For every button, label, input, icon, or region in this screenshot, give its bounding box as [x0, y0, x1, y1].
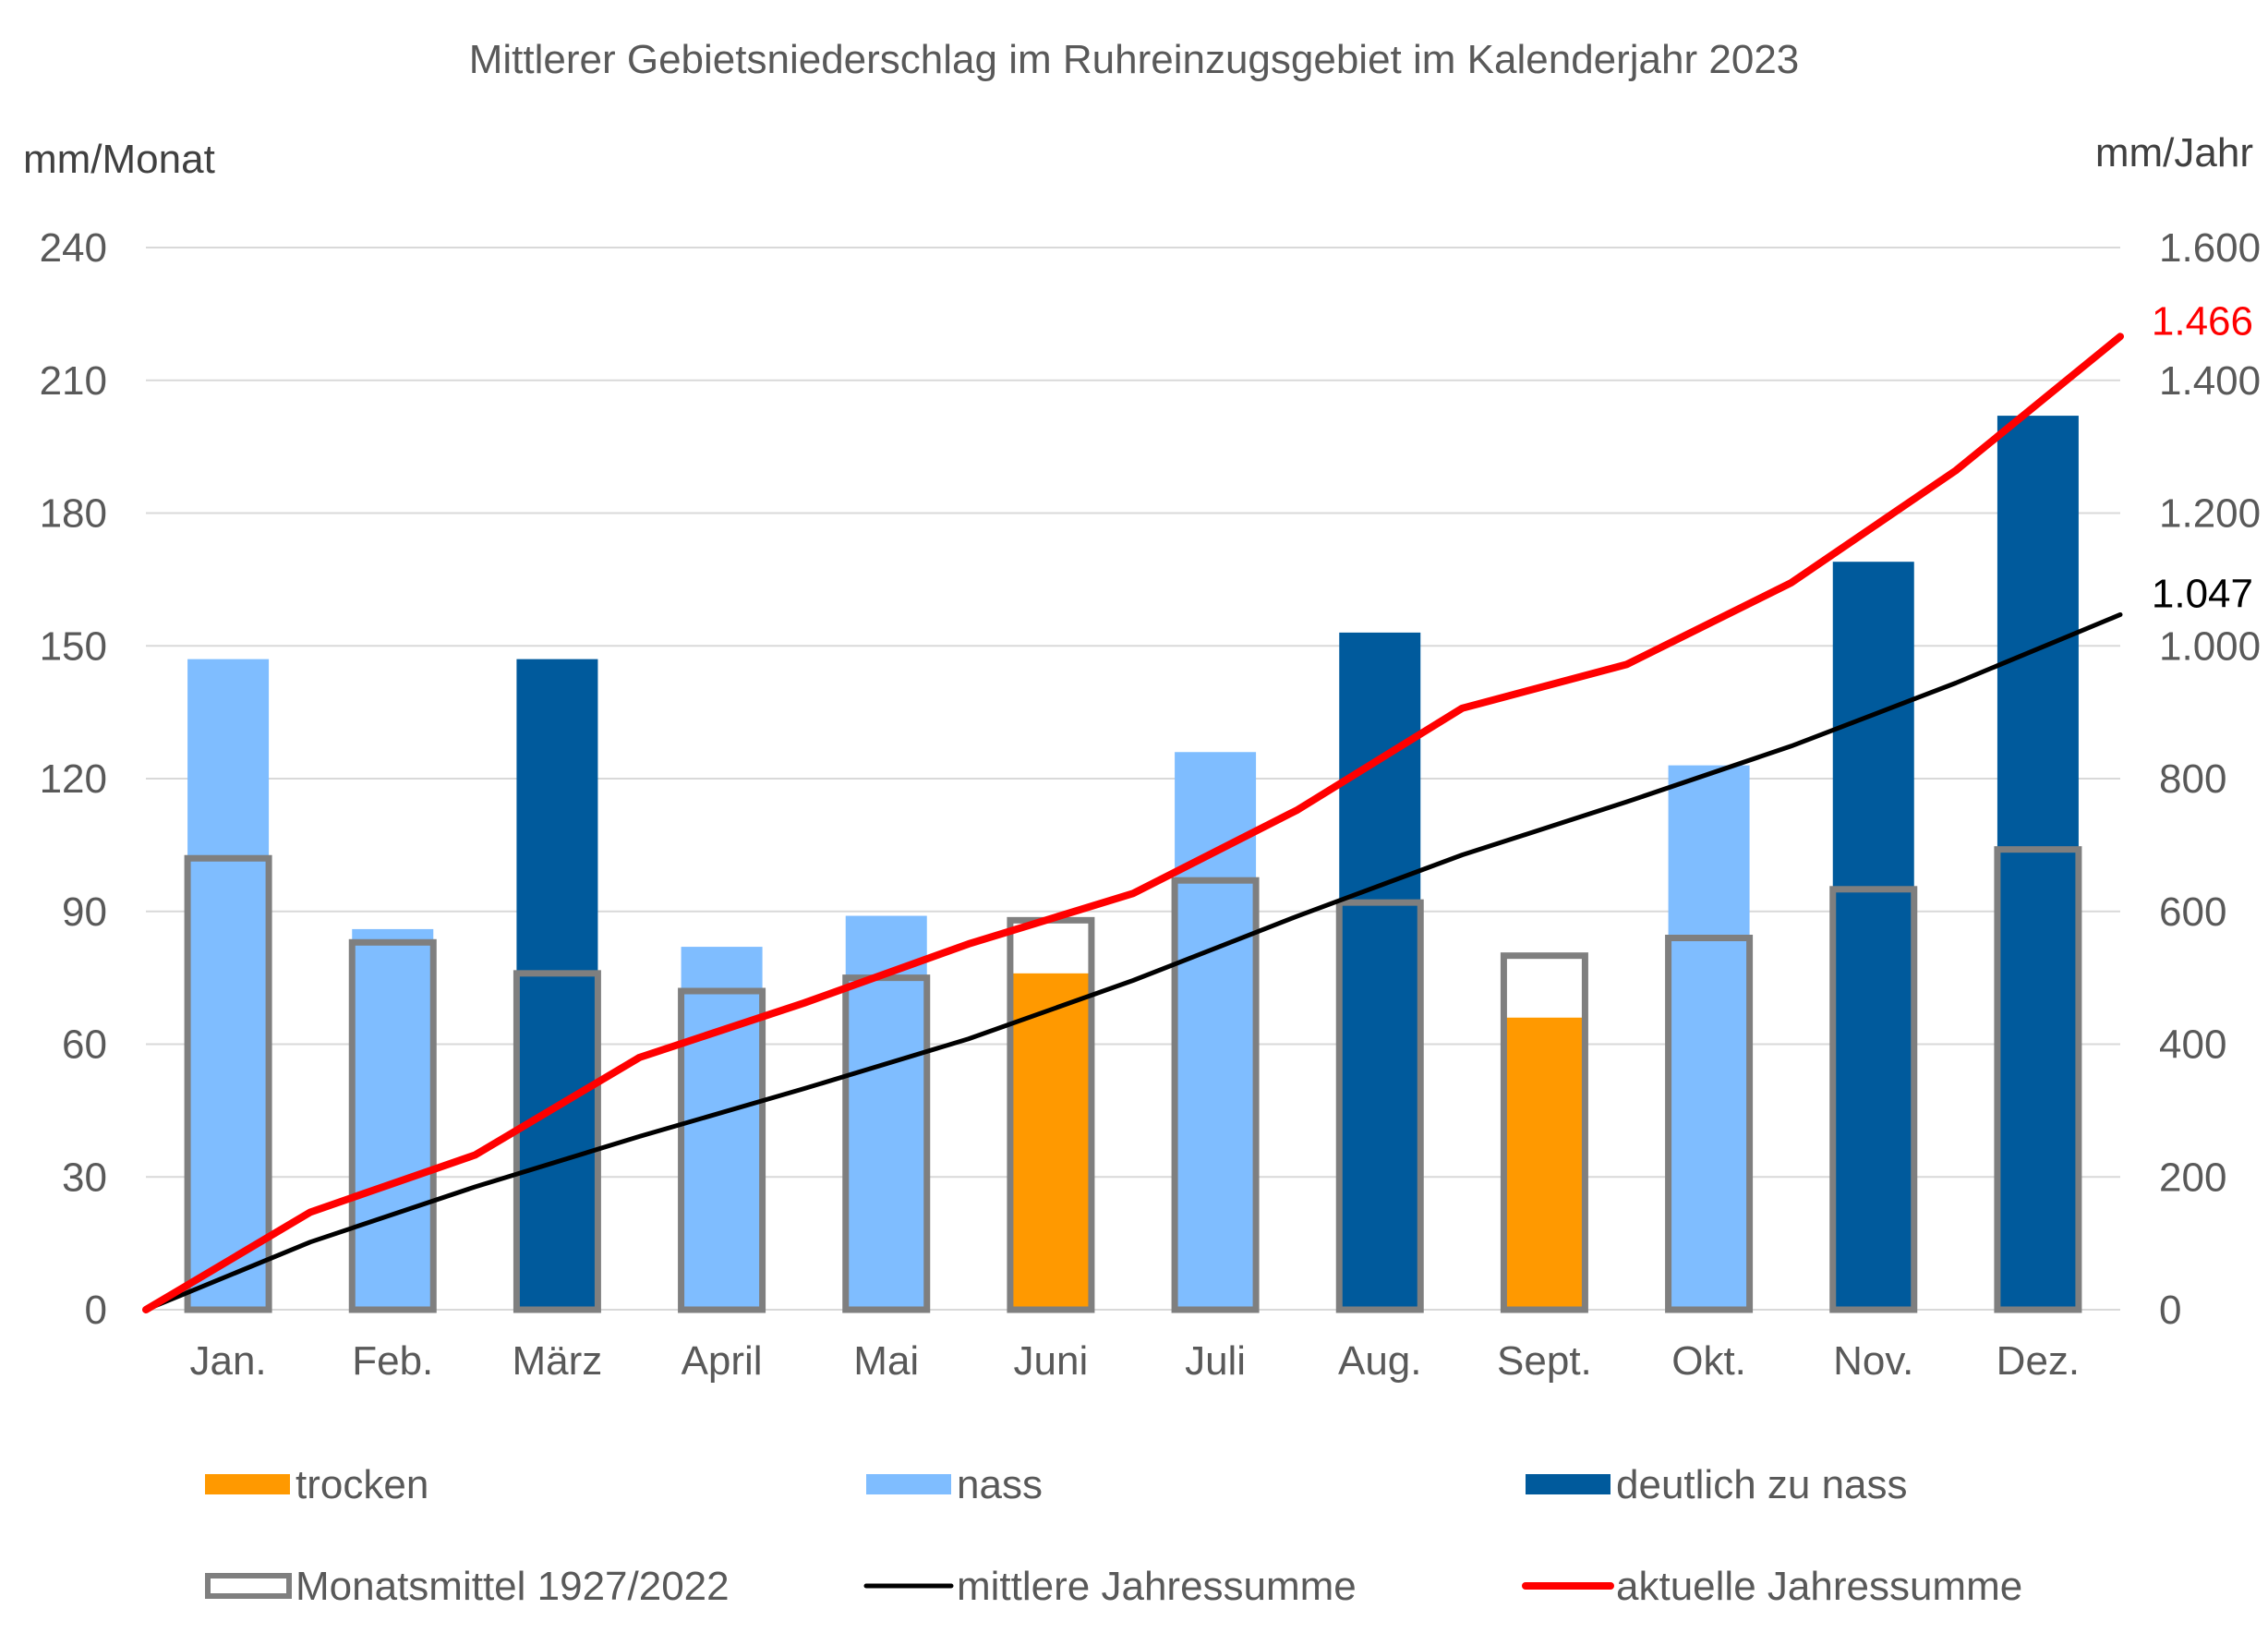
- precipitation-bar: [1668, 765, 1750, 1310]
- left-tick-label: 180: [40, 491, 107, 537]
- left-tick-label: 210: [40, 358, 107, 404]
- precipitation-bar: [1339, 632, 1421, 1310]
- precipitation-bar: [516, 659, 598, 1310]
- monthly-mean-outline: [842, 974, 931, 1313]
- month-label: Feb.: [352, 1338, 433, 1384]
- right-axis-ticks: 0 200 400 600 800 1.000 1.200 1.400 1.600: [2159, 225, 2261, 1333]
- legend-swatch: [1526, 1474, 1611, 1494]
- left-axis-unit: mm/Monat: [23, 137, 215, 182]
- month-label: Juli: [1185, 1338, 1246, 1384]
- monthly-mean-outline: [1171, 877, 1260, 1313]
- monthly-mean-outline: [513, 970, 601, 1313]
- left-tick-label: 240: [40, 225, 107, 271]
- left-tick-label: 120: [40, 756, 107, 802]
- monthly-bars: [187, 416, 2079, 1310]
- monthly-mean-outline: [1665, 935, 1754, 1313]
- right-tick-label: 1.400: [2159, 358, 2261, 404]
- monthly-mean-outline: [1500, 952, 1588, 1313]
- precipitation-bar: [352, 928, 434, 1310]
- right-tick-label: 1.200: [2159, 491, 2261, 537]
- right-tick-label: 200: [2159, 1155, 2226, 1200]
- precipitation-bar: [1175, 752, 1257, 1310]
- precipitation-bar: [1009, 973, 1092, 1310]
- right-tick-label: 600: [2159, 889, 2226, 935]
- aktuell-end-label: 1.466: [2152, 298, 2253, 344]
- left-tick-label: 30: [62, 1155, 107, 1200]
- legend-item: mittlere Jahressumme: [863, 1564, 1357, 1609]
- monthly-mean-outline: [1829, 886, 1918, 1313]
- month-labels: Jan. Feb. März April Mai Juni Juli Aug. Sept. Okt…: [189, 1338, 2080, 1384]
- legend-item: nass: [866, 1462, 1043, 1507]
- month-label: Jan.: [189, 1338, 266, 1384]
- monthly-mean-outline: [348, 938, 437, 1313]
- precipitation-bar: [681, 947, 763, 1310]
- monthly-mean-outline: [184, 854, 272, 1313]
- monthly-mean-outline: [1335, 899, 1424, 1313]
- legend-label: nass: [957, 1462, 1043, 1507]
- left-tick-label: 60: [62, 1022, 107, 1068]
- legend-item: deutlich zu nass: [1526, 1462, 1908, 1507]
- monthly-mean-outline: [678, 987, 766, 1313]
- legend-item: aktuelle Jahressumme: [1522, 1564, 2022, 1609]
- monthly-mean-outline: [1994, 846, 2082, 1313]
- mittlere-jahressumme-line: [143, 611, 2123, 1312]
- month-label: März: [513, 1338, 603, 1384]
- right-tick-label: 800: [2159, 756, 2226, 802]
- right-axis-unit: mm/Jahr: [2095, 130, 2253, 175]
- legend-swatch: [205, 1474, 290, 1494]
- legend-label: aktuelle Jahressumme: [1616, 1564, 2022, 1609]
- month-label: Nov.: [1833, 1338, 1913, 1384]
- end-value-labels: 1.466 1.047: [2152, 298, 2253, 616]
- right-tick-label: 1.600: [2159, 225, 2261, 271]
- right-tick-label: 400: [2159, 1022, 2226, 1068]
- chart-title: Mittlerer Gebietsniederschlag im Ruhrein…: [469, 37, 1800, 82]
- left-axis-ticks: 0 30 60 90 120 150 180 210 240: [40, 225, 107, 1333]
- mittel-end-label: 1.047: [2152, 571, 2253, 616]
- month-label: April: [682, 1338, 763, 1384]
- aktuelle-jahressumme-line: [142, 333, 2124, 1313]
- cumulative-lines: [142, 333, 2124, 1313]
- legend-label: deutlich zu nass: [1616, 1462, 1908, 1507]
- legend-item: Monatsmittel 1927/2022: [205, 1564, 730, 1609]
- monthly-mean-outlines: [184, 846, 2082, 1313]
- right-tick-label: 1.000: [2159, 623, 2261, 669]
- legend-label: Monatsmittel 1927/2022: [296, 1564, 730, 1609]
- right-tick-label: 0: [2159, 1288, 2181, 1333]
- month-label: Dez.: [1997, 1338, 2080, 1384]
- precipitation-bar: [1997, 416, 2079, 1310]
- precipitation-bar: [187, 659, 270, 1310]
- legend: trocken nass deutlich zu nass Monatsmittel …: [205, 1462, 2022, 1609]
- left-tick-label: 150: [40, 623, 107, 669]
- left-tick-label: 0: [85, 1288, 107, 1333]
- legend-label: mittlere Jahressumme: [957, 1564, 1357, 1609]
- left-tick-label: 90: [62, 889, 107, 935]
- legend-swatch: [205, 1573, 292, 1599]
- precipitation-bar: [1832, 562, 1914, 1310]
- month-label: Aug.: [1338, 1338, 1422, 1384]
- legend-swatch: [866, 1474, 951, 1494]
- legend-label: trocken: [296, 1462, 428, 1507]
- month-label: Okt.: [1671, 1338, 1746, 1384]
- month-label: Sept.: [1497, 1338, 1592, 1384]
- legend-item: trocken: [205, 1462, 428, 1507]
- gridlines: [146, 247, 2120, 1311]
- month-label: Mai: [853, 1338, 919, 1384]
- month-label: Juni: [1014, 1338, 1089, 1384]
- precipitation-bar: [1503, 1017, 1586, 1310]
